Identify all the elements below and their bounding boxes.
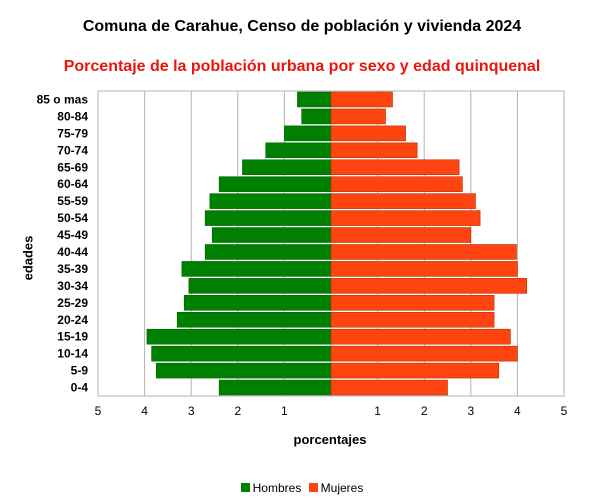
y-tick-label-4: 65-69 — [57, 160, 88, 174]
bar-mujeres-2 — [330, 125, 406, 142]
bar-mujeres-9 — [330, 244, 517, 260]
legend: Hombres Mujeres — [0, 481, 604, 495]
y-tick-label-16: 5-9 — [71, 364, 89, 378]
legend-swatch-mujeres — [308, 483, 318, 492]
bar-hombres-5 — [218, 176, 332, 192]
x-tick-label-3: 2 — [234, 404, 241, 418]
legend-item-hombres: Hombres — [240, 481, 302, 495]
x-tick-label-9: 4 — [514, 404, 521, 418]
bar-hombres-3 — [265, 142, 332, 159]
y-tick-label-14: 15-19 — [57, 330, 88, 344]
bar-mujeres-0 — [330, 91, 393, 108]
legend-label-hombres: Hombres — [252, 481, 302, 495]
bar-mujeres-5 — [330, 176, 463, 192]
y-tick-label-15: 10-14 — [57, 347, 88, 361]
y-tick-label-13: 20-24 — [57, 313, 88, 327]
bar-mujeres-3 — [330, 142, 418, 159]
bar-hombres-0 — [297, 91, 332, 108]
y-tick-label-10: 35-39 — [57, 262, 88, 276]
bar-mujeres-10 — [330, 261, 518, 277]
bar-hombres-4 — [242, 159, 332, 176]
x-tick-label-2: 3 — [188, 404, 195, 418]
legend-label-mujeres: Mujeres — [320, 481, 364, 495]
bar-hombres-6 — [209, 193, 332, 209]
y-tick-label-1: 80-84 — [57, 109, 88, 123]
legend-item-mujeres: Mujeres — [308, 481, 364, 495]
bar-mujeres-1 — [330, 108, 386, 125]
bar-mujeres-7 — [330, 210, 481, 226]
bar-hombres-2 — [284, 125, 332, 142]
chart-title: Comuna de Carahue, Censo de población y … — [82, 18, 522, 35]
bar-hombres-17 — [218, 379, 332, 396]
y-tick-label-3: 70-74 — [57, 143, 88, 157]
bar-hombres-8 — [211, 227, 332, 243]
bar-hombres-14 — [146, 328, 332, 345]
bar-mujeres-13 — [330, 311, 495, 328]
y-tick-label-7: 50-54 — [57, 211, 88, 225]
y-tick-label-6: 55-59 — [57, 194, 88, 208]
bar-hombres-7 — [204, 210, 332, 226]
y-tick-label-2: 75-79 — [57, 126, 88, 140]
bar-mujeres-6 — [330, 193, 476, 209]
bar-hombres-15 — [151, 345, 332, 362]
bar-mujeres-12 — [330, 295, 495, 311]
bar-mujeres-17 — [330, 379, 448, 396]
bar-hombres-12 — [183, 295, 332, 311]
y-tick-label-11: 30-34 — [57, 279, 88, 293]
bar-mujeres-16 — [330, 362, 500, 379]
y-tick-label-17: 0-4 — [71, 381, 89, 395]
x-tick-label-4: 1 — [281, 404, 288, 418]
y-tick-label-9: 40-44 — [57, 245, 88, 259]
bar-hombres-10 — [181, 261, 332, 277]
y-tick-label-12: 25-29 — [57, 296, 88, 310]
x-tick-label-10: 5 — [561, 404, 568, 418]
x-tick-label-8: 3 — [467, 404, 474, 418]
x-tick-label-6: 1 — [374, 404, 381, 418]
bar-mujeres-14 — [330, 328, 511, 345]
bar-hombres-16 — [155, 362, 332, 379]
x-tick-label-1: 4 — [141, 404, 148, 418]
bar-mujeres-11 — [330, 278, 528, 294]
y-tick-label-5: 60-64 — [57, 177, 88, 191]
legend-swatch-hombres — [240, 483, 250, 492]
x-tick-label-0: 5 — [95, 404, 102, 418]
bar-hombres-9 — [204, 244, 332, 260]
plot-frame — [97, 90, 565, 397]
bar-hombres-13 — [176, 311, 332, 328]
y-tick-label-0: 85 o mas — [37, 92, 89, 106]
bar-mujeres-15 — [330, 345, 518, 362]
bar-mujeres-8 — [330, 227, 472, 243]
chart-subtitle: Porcentaje de la población urbana por se… — [63, 58, 541, 75]
x-axis-label: porcentajes — [293, 432, 367, 447]
bar-hombres-1 — [301, 108, 332, 125]
y-tick-label-8: 45-49 — [57, 228, 88, 242]
bar-mujeres-4 — [330, 159, 460, 176]
bar-hombres-11 — [188, 278, 332, 294]
x-tick-label-7: 2 — [421, 404, 428, 418]
